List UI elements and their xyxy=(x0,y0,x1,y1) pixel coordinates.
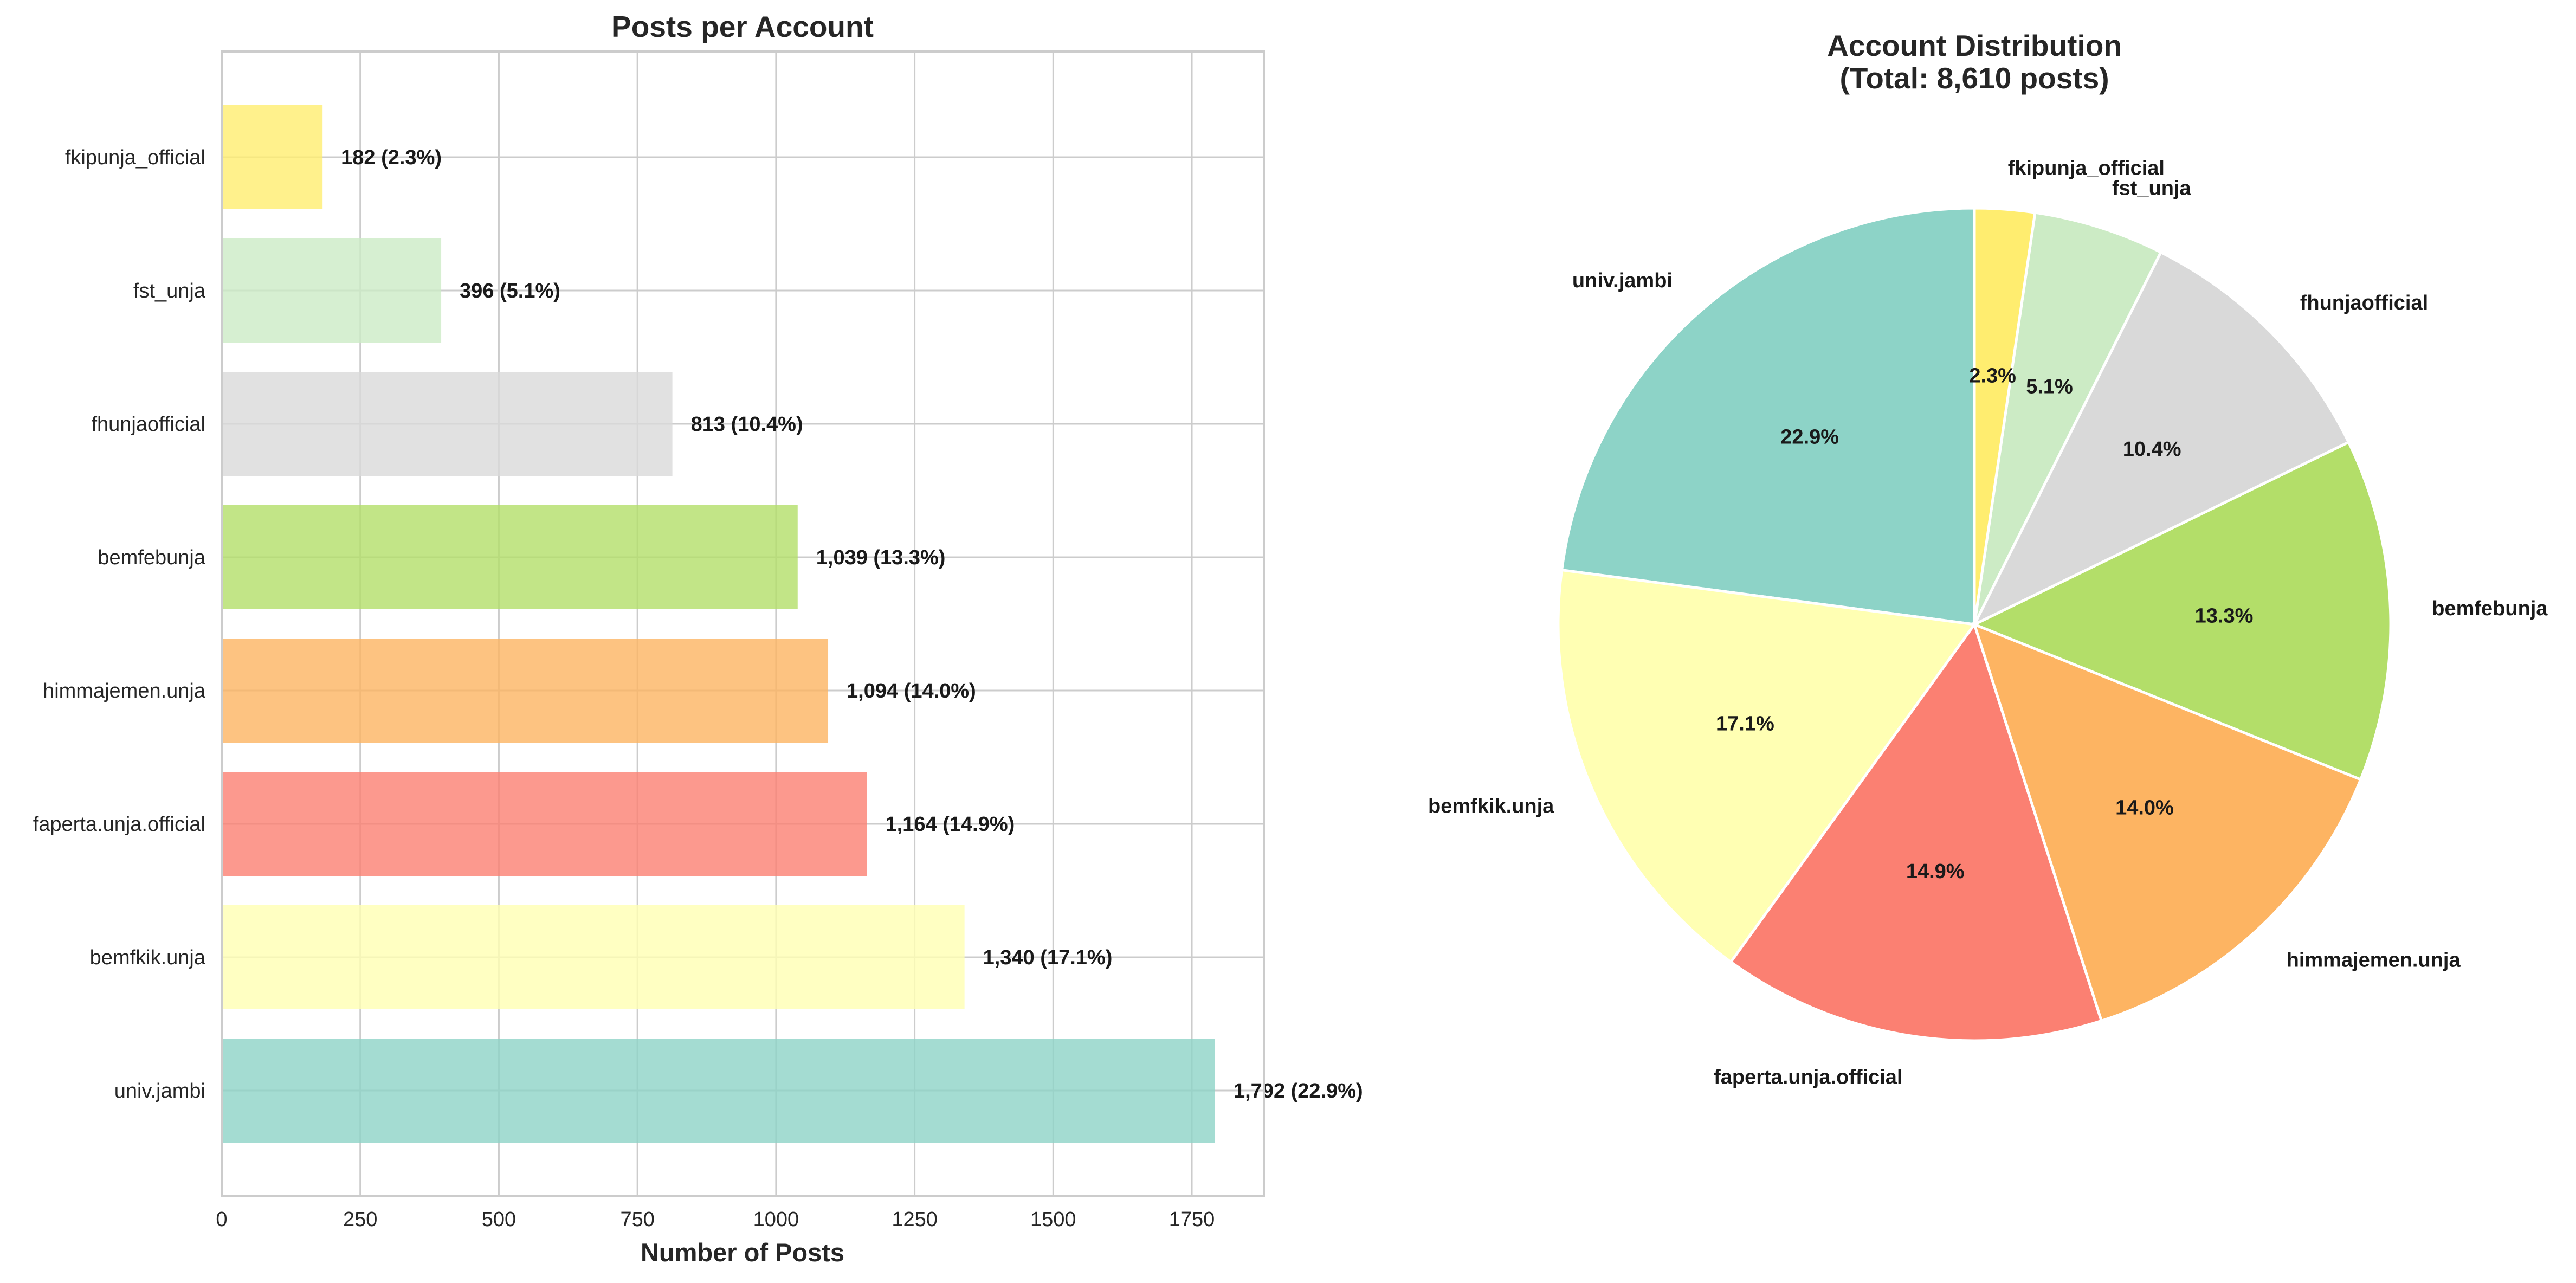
pie-category-label: faperta.unja.official xyxy=(1714,1066,1902,1088)
bar-chart-ticks: 0 250 500 750 1000 1250 1500 1750 univ.jambi bemf… xyxy=(33,146,1215,1231)
x-tick-label: 750 xyxy=(620,1208,654,1231)
pie-percent-label: 14.9% xyxy=(1906,860,1965,883)
bar-data-label: 396 (5.1%) xyxy=(460,280,560,302)
pie-slice-faperta-unja-official xyxy=(1729,621,2103,1042)
pie-category-label: fst_unja xyxy=(2112,177,2192,199)
pie-chart-title: Account Distribution xyxy=(1827,29,2122,62)
pie-chart-slices xyxy=(1557,207,2392,1042)
bar-faperta-unja-official xyxy=(222,772,867,876)
pie-slice-bemfkik-unja xyxy=(1557,568,1977,964)
pie-percent-label: 22.9% xyxy=(1780,426,1839,449)
pie-percent-label: 17.1% xyxy=(1716,713,1774,736)
pie-chart: Account Distribution (Total: 8,610 posts… xyxy=(1428,29,2548,1088)
bar-chart-xlabel: Number of Posts xyxy=(641,1238,844,1267)
bar-chart-frame xyxy=(221,50,1265,1197)
x-tick-label: 0 xyxy=(216,1208,227,1231)
bar-chart-grid xyxy=(221,51,1264,1196)
pie-slice-fkipunja-official xyxy=(1973,207,2037,625)
bar-data-label: 1,340 (17.1%) xyxy=(983,946,1113,969)
y-tick-label: faperta.unja.official xyxy=(33,813,205,836)
x-tick-label: 500 xyxy=(482,1208,516,1231)
y-tick-label: univ.jambi xyxy=(114,1080,205,1103)
bar-data-label: 182 (2.3%) xyxy=(341,146,442,169)
x-tick-label: 250 xyxy=(343,1208,377,1231)
x-tick-label: 1750 xyxy=(1169,1208,1215,1231)
pie-slice-fhunjaofficial xyxy=(1971,250,2351,628)
x-tick-label: 1250 xyxy=(892,1208,938,1231)
pie-percent-label: 10.4% xyxy=(2123,438,2181,461)
bar-data-label: 813 (10.4%) xyxy=(691,413,803,436)
y-tick-label: himmajemen.unja xyxy=(43,680,206,702)
y-tick-label: fst_unja xyxy=(133,280,206,302)
y-tick-label: fkipunja_official xyxy=(65,146,205,169)
pie-slice-himmajemen-unja xyxy=(1972,622,2362,1023)
bar-chart-bars: 1,792 (22.9%) 1,340 (17.1%) 1,164 (14.9%) 1… xyxy=(222,105,1363,1143)
pie-slice-bemfebunja xyxy=(1971,440,2392,782)
bar-fst-unja xyxy=(222,238,442,343)
bar-bemfkik-unja xyxy=(222,905,965,1009)
bar-univ-jambi xyxy=(222,1039,1215,1143)
pie-category-label: univ.jambi xyxy=(1572,269,1673,292)
bar-chart: Posts per Account 1,792 (22.9%) 1,340 (17… xyxy=(33,10,1363,1267)
pie-category-label: fkipunja_official xyxy=(2008,157,2165,179)
bar-data-label: 1,094 (14.0%) xyxy=(847,680,976,702)
pie-percent-label: 14.0% xyxy=(2115,796,2174,819)
bar-data-label: 1,164 (14.9%) xyxy=(886,813,1015,836)
pie-percent-label: 13.3% xyxy=(2195,605,2254,628)
pie-category-label: fhunjaofficial xyxy=(2300,292,2428,314)
y-tick-label: fhunjaofficial xyxy=(91,413,205,436)
x-tick-label: 1500 xyxy=(1030,1208,1076,1231)
pie-category-label: himmajemen.unja xyxy=(2287,949,2461,971)
bar-data-label: 1,792 (22.9%) xyxy=(1234,1080,1363,1103)
pie-chart-labels: 22.9% univ.jambi 17.1% bemfkik.unja 14.9% fap… xyxy=(1428,157,2548,1088)
bar-data-label: 1,039 (13.3%) xyxy=(816,546,946,569)
bar-himmajemen-unja xyxy=(222,639,829,743)
bar-fhunjaofficial xyxy=(222,372,673,476)
y-tick-label: bemfebunja xyxy=(98,546,205,569)
pie-category-label: bemfebunja xyxy=(2432,597,2548,620)
bar-chart-title: Posts per Account xyxy=(611,10,874,43)
bar-bemfebunja xyxy=(222,505,798,609)
y-tick-label: bemfkik.unja xyxy=(90,946,206,969)
pie-category-label: bemfkik.unja xyxy=(1428,795,1554,818)
pie-chart-subtitle: (Total: 8,610 posts) xyxy=(1839,61,2109,95)
bar-fkipunja-official xyxy=(222,105,323,209)
pie-percent-label: 2.3% xyxy=(1969,364,2016,387)
pie-percent-label: 5.1% xyxy=(2026,376,2073,398)
pie-slice-univ-jambi xyxy=(1560,207,1976,626)
x-tick-label: 1000 xyxy=(753,1208,799,1231)
